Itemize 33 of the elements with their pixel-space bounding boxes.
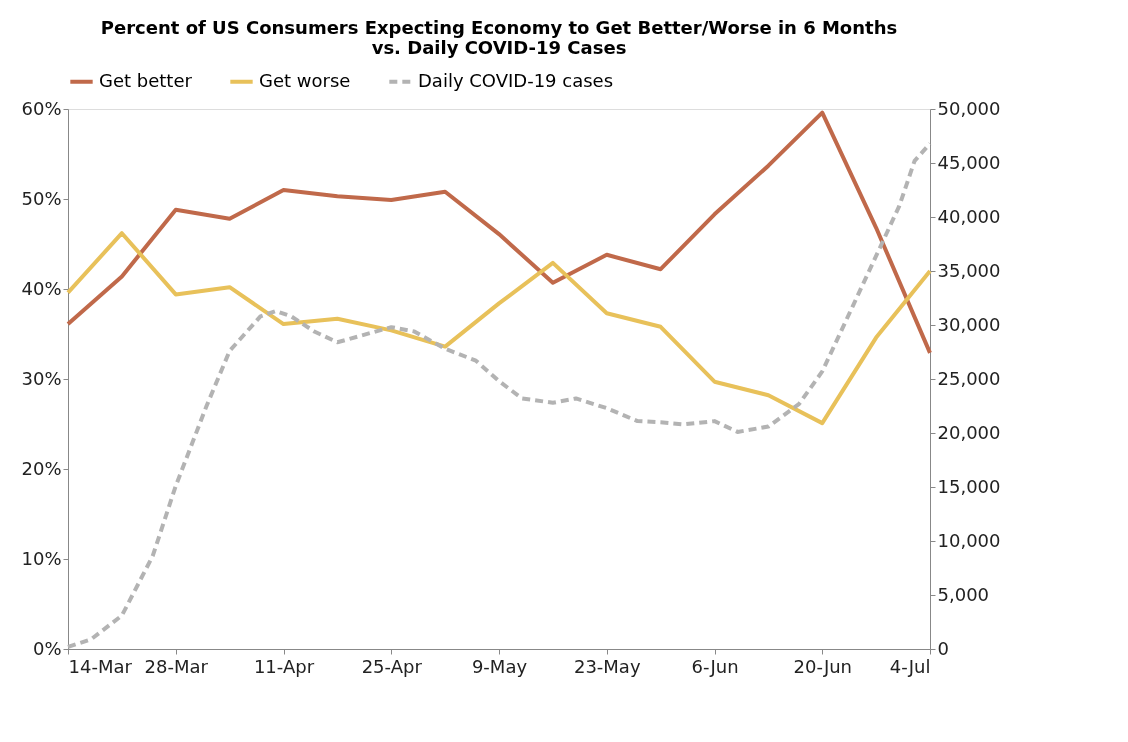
y2-tick-label: 35,000: [937, 259, 1001, 281]
y2-tick-label: 50,000: [937, 97, 1001, 119]
x-tick-label: 20-Jun: [793, 655, 853, 677]
y-tick-label: 10%: [21, 547, 62, 569]
y2-tick-label: 5,000: [937, 583, 990, 605]
y-tick-label: 30%: [21, 367, 62, 389]
y2-tick-label: 0: [937, 637, 949, 659]
y2-tick-label: 45,000: [937, 151, 1001, 173]
y-tick-label: 60%: [21, 97, 62, 119]
x-tick-label: 11-Apr: [253, 655, 315, 677]
legend-label: Get worse: [259, 69, 351, 91]
y2-tick-label: 10,000: [937, 529, 1001, 551]
legend-label: Daily COVID-19 cases: [418, 69, 614, 91]
line-series: [66, 110, 932, 355]
y2-tick-label: 25,000: [937, 367, 1001, 389]
y-tick-label: 50%: [21, 187, 62, 209]
x-tick-label: 23-May: [573, 655, 641, 677]
x-tick-label: 28-Mar: [144, 655, 209, 677]
y2-tick-label: 30,000: [937, 313, 1001, 335]
x-tick-label: 6-Jun: [691, 655, 739, 677]
line-series: [66, 231, 932, 426]
x-tick-label: 4-Jul: [889, 655, 931, 677]
x-tick-label: 25-Apr: [361, 655, 423, 677]
x-tick-label: 14-Mar: [68, 655, 133, 677]
y-tick-label: 20%: [21, 457, 62, 479]
chart-title: Percent of US Consumers Expecting Economy to Get Better/Worse in 6 Months vs. Daily COVID-19 Cases: [100, 17, 898, 58]
y2-tick-label: 20,000: [937, 421, 1001, 443]
y2-tick-label: 40,000: [937, 205, 1001, 227]
y-tick-label: 40%: [21, 277, 62, 299]
legend-label: Get better: [99, 69, 193, 91]
y-tick-label: 0%: [32, 637, 62, 659]
y2-tick-label: 15,000: [937, 475, 1001, 497]
x-tick-label: 9-May: [471, 655, 528, 677]
